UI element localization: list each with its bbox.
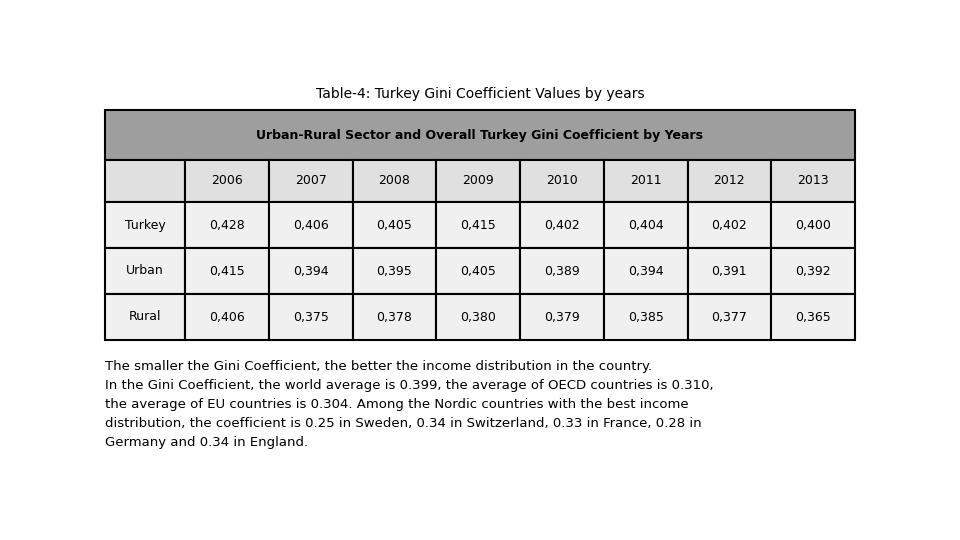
Text: 2011: 2011 — [630, 174, 661, 187]
Text: 0,400: 0,400 — [795, 219, 831, 232]
Bar — [185, 248, 269, 294]
Bar — [520, 294, 604, 340]
Text: 2008: 2008 — [378, 174, 410, 187]
Bar — [771, 294, 855, 340]
Bar — [352, 202, 436, 248]
Bar — [604, 160, 687, 202]
Bar — [604, 202, 687, 248]
Text: 2009: 2009 — [463, 174, 494, 187]
Bar — [771, 248, 855, 294]
Text: 0,378: 0,378 — [376, 310, 412, 323]
Text: Urban: Urban — [126, 265, 164, 278]
Text: 2012: 2012 — [713, 174, 745, 187]
Bar — [352, 294, 436, 340]
Text: 0,404: 0,404 — [628, 219, 663, 232]
Text: 2006: 2006 — [211, 174, 243, 187]
Bar — [352, 160, 436, 202]
Text: 0,405: 0,405 — [376, 219, 412, 232]
Bar — [771, 202, 855, 248]
Text: the average of EU countries is 0.304. Among the Nordic countries with the best i: the average of EU countries is 0.304. Am… — [105, 398, 688, 411]
Text: Table-4: Turkey Gini Coefficient Values by years: Table-4: Turkey Gini Coefficient Values … — [316, 87, 644, 101]
Text: 0,379: 0,379 — [544, 310, 580, 323]
Text: 2007: 2007 — [295, 174, 326, 187]
Text: 2010: 2010 — [546, 174, 578, 187]
Bar — [436, 160, 520, 202]
Text: Turkey: Turkey — [125, 219, 165, 232]
Bar — [352, 248, 436, 294]
Bar — [269, 248, 352, 294]
Bar — [520, 248, 604, 294]
Text: 0,415: 0,415 — [209, 265, 245, 278]
Text: The smaller the Gini Coefficient, the better the income distribution in the coun: The smaller the Gini Coefficient, the be… — [105, 360, 652, 373]
Bar — [105, 202, 185, 248]
Text: 0,394: 0,394 — [293, 265, 328, 278]
Text: 0,406: 0,406 — [293, 219, 328, 232]
Bar — [185, 202, 269, 248]
Text: Rural: Rural — [129, 310, 161, 323]
Bar — [105, 248, 185, 294]
Bar — [105, 294, 185, 340]
Text: 0,377: 0,377 — [711, 310, 747, 323]
Text: Urban-Rural Sector and Overall Turkey Gini Coefficient by Years: Urban-Rural Sector and Overall Turkey Gi… — [256, 129, 704, 141]
Bar — [604, 294, 687, 340]
Text: 0,402: 0,402 — [544, 219, 580, 232]
Text: Germany and 0.34 in England.: Germany and 0.34 in England. — [105, 436, 308, 449]
Bar — [269, 294, 352, 340]
Text: 0,402: 0,402 — [711, 219, 747, 232]
Bar — [185, 294, 269, 340]
Bar — [436, 294, 520, 340]
Bar — [185, 160, 269, 202]
Bar — [687, 202, 771, 248]
Bar — [604, 248, 687, 294]
Text: 0,389: 0,389 — [544, 265, 580, 278]
Bar — [105, 110, 855, 160]
Text: 0,405: 0,405 — [460, 265, 496, 278]
Bar — [520, 160, 604, 202]
Bar — [687, 160, 771, 202]
Bar — [436, 248, 520, 294]
Text: 0,392: 0,392 — [795, 265, 831, 278]
Bar — [436, 202, 520, 248]
Text: 0,394: 0,394 — [628, 265, 663, 278]
Bar — [771, 160, 855, 202]
Bar — [687, 248, 771, 294]
Text: 0,380: 0,380 — [460, 310, 496, 323]
Text: 0,365: 0,365 — [795, 310, 831, 323]
Text: 0,375: 0,375 — [293, 310, 328, 323]
Bar — [269, 202, 352, 248]
Text: In the Gini Coefficient, the world average is 0.399, the average of OECD countri: In the Gini Coefficient, the world avera… — [105, 379, 713, 392]
Text: 0,428: 0,428 — [209, 219, 245, 232]
Bar — [105, 160, 185, 202]
Bar — [520, 202, 604, 248]
Text: distribution, the coefficient is 0.25 in Sweden, 0.34 in Switzerland, 0.33 in Fr: distribution, the coefficient is 0.25 in… — [105, 417, 702, 430]
Text: 0,395: 0,395 — [376, 265, 412, 278]
Bar — [687, 294, 771, 340]
Bar — [269, 160, 352, 202]
Text: 2013: 2013 — [798, 174, 828, 187]
Text: 0,391: 0,391 — [711, 265, 747, 278]
Text: 0,406: 0,406 — [209, 310, 245, 323]
Text: 0,385: 0,385 — [628, 310, 663, 323]
Text: 0,415: 0,415 — [460, 219, 496, 232]
